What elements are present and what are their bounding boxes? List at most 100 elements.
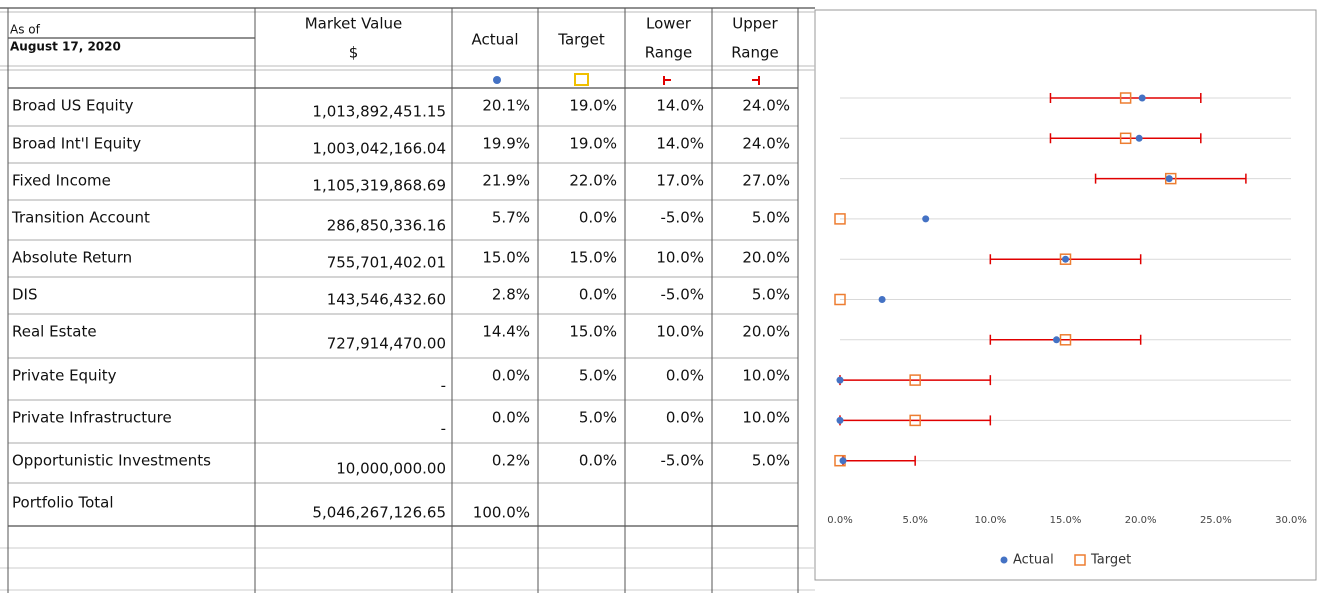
- total-percent: 100.0%: [473, 504, 530, 522]
- percent-cell: 15.0%: [569, 323, 617, 341]
- target-marker: [1119, 92, 1132, 104]
- percent-cell: 15.0%: [482, 249, 530, 267]
- row-label: Broad US Equity: [12, 97, 134, 115]
- total-value: 5,046,267,126.65: [312, 504, 446, 522]
- percent-cell: 27.0%: [742, 172, 790, 190]
- actual-marker: [836, 416, 844, 424]
- percent-cell: 19.0%: [569, 135, 617, 153]
- error-bar: [839, 415, 992, 426]
- x-tick-label: 15.0%: [1050, 515, 1082, 526]
- x-tick-label: 20.0%: [1125, 515, 1157, 526]
- row-label: Real Estate: [12, 323, 97, 341]
- column-header: Lower: [646, 15, 692, 33]
- legend-marker: [1000, 556, 1008, 564]
- x-tick-label: 25.0%: [1200, 515, 1232, 526]
- actual-marker: [1138, 94, 1146, 102]
- percent-cell: 5.0%: [579, 409, 617, 427]
- percent-cell: 15.0%: [569, 249, 617, 267]
- target-marker: [834, 293, 846, 306]
- error-bar: [1049, 133, 1202, 144]
- market-value: -: [441, 420, 446, 438]
- percent-cell: 20.0%: [742, 323, 790, 341]
- target-icon: [574, 73, 589, 86]
- percent-cell: 0.0%: [579, 286, 617, 304]
- percent-cell: 24.0%: [742, 135, 790, 153]
- percent-cell: 21.9%: [482, 172, 530, 190]
- column-header: Market Value: [305, 15, 403, 33]
- x-tick-label: 0.0%: [827, 515, 852, 526]
- legend-marker: [1074, 554, 1086, 566]
- percent-cell: 22.0%: [569, 172, 617, 190]
- target-marker: [1059, 334, 1072, 346]
- x-tick-label: 10.0%: [974, 515, 1006, 526]
- column-header: Range: [731, 44, 779, 62]
- actual-icon: [493, 76, 501, 84]
- actual-marker: [922, 215, 930, 223]
- legend-label: Actual: [1013, 553, 1054, 568]
- percent-cell: 5.0%: [752, 209, 790, 227]
- market-value: 1,105,319,868.69: [312, 177, 446, 195]
- percent-cell: -5.0%: [660, 286, 704, 304]
- row-label: Opportunistic Investments: [12, 452, 211, 470]
- market-value: 1,013,892,451.15: [312, 103, 446, 121]
- actual-marker: [1052, 336, 1060, 344]
- row-label: Broad Int'l Equity: [12, 135, 141, 153]
- percent-cell: 20.1%: [482, 97, 530, 115]
- row-label: Private Infrastructure: [12, 409, 172, 427]
- x-tick-label: 30.0%: [1275, 515, 1307, 526]
- column-header: Actual: [472, 31, 519, 49]
- column-header: Range: [645, 44, 693, 62]
- percent-cell: 10.0%: [742, 367, 790, 385]
- market-value: 755,701,402.01: [327, 254, 446, 272]
- market-value: -: [441, 377, 446, 395]
- target-marker: [834, 213, 846, 225]
- percent-cell: 2.8%: [492, 286, 530, 304]
- percent-cell: 0.0%: [579, 209, 617, 227]
- percent-cell: 20.0%: [742, 249, 790, 267]
- total-label: Portfolio Total: [12, 494, 114, 512]
- actual-marker: [878, 296, 886, 303]
- percent-cell: -5.0%: [660, 209, 704, 227]
- market-value: 727,914,470.00: [327, 335, 446, 353]
- row-label: Transition Account: [11, 209, 150, 227]
- percent-cell: -5.0%: [660, 452, 704, 470]
- row-label: Absolute Return: [12, 249, 132, 267]
- actual-marker: [1135, 134, 1143, 142]
- column-header: Upper: [732, 15, 778, 33]
- column-header: $: [349, 44, 359, 62]
- percent-cell: 5.7%: [492, 209, 530, 227]
- percent-cell: 0.2%: [492, 452, 530, 470]
- error-bar: [1049, 93, 1202, 103]
- target-marker: [909, 414, 921, 427]
- percent-cell: 0.0%: [666, 367, 704, 385]
- percent-cell: 10.0%: [656, 249, 704, 267]
- error-bar: [842, 455, 916, 466]
- percent-cell: 19.9%: [482, 135, 530, 153]
- percent-cell: 10.0%: [656, 323, 704, 341]
- row-label: DIS: [12, 286, 38, 304]
- target-marker: [909, 374, 921, 386]
- percent-cell: 17.0%: [656, 172, 704, 190]
- lower-icon: [663, 76, 671, 85]
- percent-cell: 5.0%: [752, 286, 790, 304]
- target-marker: [1059, 253, 1072, 265]
- error-bar: [839, 375, 992, 386]
- actual-marker: [1165, 175, 1173, 183]
- column-header: Target: [557, 31, 605, 49]
- percent-cell: 14.0%: [656, 97, 704, 115]
- percent-cell: 14.4%: [482, 323, 530, 341]
- upper-icon: [752, 76, 760, 85]
- chart-frame: [814, 9, 1317, 581]
- market-value: 1,003,042,166.04: [312, 140, 446, 158]
- legend-label: Target: [1090, 553, 1131, 568]
- x-tick-label: 5.0%: [902, 515, 927, 526]
- percent-cell: 0.0%: [579, 452, 617, 470]
- as-of-label: As of: [10, 23, 41, 37]
- percent-cell: 0.0%: [492, 367, 530, 385]
- target-marker: [1119, 132, 1132, 145]
- percent-cell: 5.0%: [579, 367, 617, 385]
- market-value: 286,850,336.16: [327, 217, 446, 235]
- market-value: 10,000,000.00: [336, 460, 446, 478]
- error-bar: [989, 334, 1142, 345]
